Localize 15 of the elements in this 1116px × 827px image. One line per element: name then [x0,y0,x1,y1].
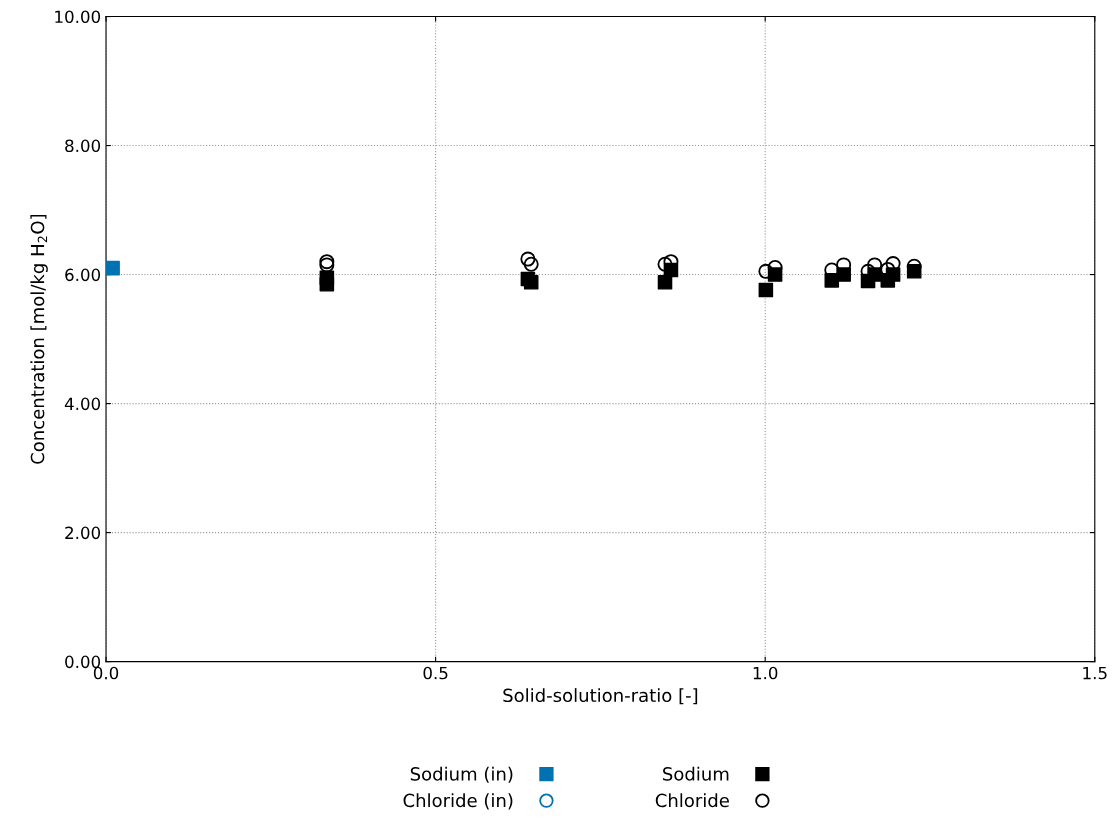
y-tick-label: 2.00 [65,526,101,540]
legend-label: Chloride (in) [403,793,513,810]
legend-label: Chloride [655,793,729,808]
y-tick-label: 8.00 [65,139,101,153]
x-tick-label: 1.5 [1083,666,1107,680]
y-tick-label: 4.00 [64,397,101,411]
y-tick-label: 10.00 [55,10,101,24]
legend-label: Sodium [663,766,729,781]
legend-label: Sodium (in) [410,766,513,783]
x-tick-label: 1.0 [753,666,778,680]
y-tick-label: 6.00 [65,268,101,282]
y-tick-label: 0.00 [65,655,101,669]
x-axis-title: Solid-solution-ratio [-] [503,688,698,705]
y-axis-title: Concentration [mol/kg H$_{2}$O] [30,214,48,464]
x-tick-label: 0.5 [423,666,448,680]
